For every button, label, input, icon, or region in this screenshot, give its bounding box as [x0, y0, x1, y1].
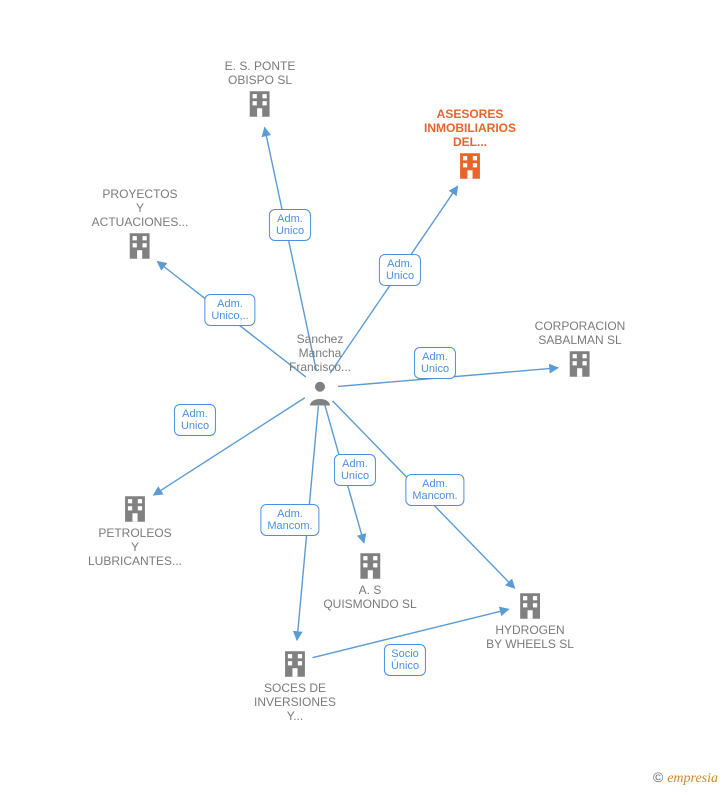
- node-label-person: SanchezManchaFrancisco...: [289, 332, 351, 374]
- node-label-asesores: ASESORESINMOBILIARIOSDEL...: [424, 107, 516, 149]
- node-label-quismondo: A. SQUISMONDO SL: [323, 583, 416, 611]
- node-label-soces: SOCES DEINVERSIONESY...: [254, 681, 336, 723]
- node-proyectos[interactable]: PROYECTOSYACTUACIONES...: [92, 187, 189, 263]
- node-corp[interactable]: CORPORACIONSABALMAN SL: [535, 319, 626, 381]
- building-icon: [225, 87, 296, 121]
- node-label-proyectos: PROYECTOSYACTUACIONES...: [92, 187, 189, 229]
- edge-label-person-soces[interactable]: Adm.Mancom.: [260, 504, 319, 536]
- edge-label-person-corp[interactable]: Adm.Unico: [414, 347, 456, 379]
- node-petroleos[interactable]: PETROLEOSYLUBRICANTES...: [88, 492, 182, 568]
- node-ponte[interactable]: E. S. PONTEOBISPO SL: [225, 59, 296, 121]
- person-icon: [289, 378, 351, 408]
- copyright-symbol: ©: [653, 769, 663, 785]
- brand-name: empresia: [667, 771, 718, 786]
- edge-label-soces-hydrogen[interactable]: SocioÚnico: [384, 644, 426, 676]
- building-icon: [323, 549, 416, 583]
- edge-label-person-asesores[interactable]: Adm.Unico: [379, 254, 421, 286]
- node-label-ponte: E. S. PONTEOBISPO SL: [225, 59, 296, 87]
- building-icon: [535, 347, 626, 381]
- node-hydrogen[interactable]: HYDROGENBY WHEELS SL: [486, 589, 574, 651]
- node-quismondo[interactable]: A. SQUISMONDO SL: [323, 549, 416, 611]
- building-icon: [486, 589, 574, 623]
- node-label-corp: CORPORACIONSABALMAN SL: [535, 319, 626, 347]
- building-icon: [424, 149, 516, 183]
- node-label-hydrogen: HYDROGENBY WHEELS SL: [486, 623, 574, 651]
- edge-label-person-petroleos[interactable]: Adm.Unico: [174, 404, 216, 436]
- edge-label-person-quismondo[interactable]: Adm.Unico: [334, 454, 376, 486]
- credit: © empresia: [653, 769, 718, 787]
- node-asesores[interactable]: ASESORESINMOBILIARIOSDEL...: [424, 107, 516, 183]
- building-icon: [254, 647, 336, 681]
- building-icon: [88, 492, 182, 526]
- edge-label-person-proyectos[interactable]: Adm.Unico,..: [204, 294, 255, 326]
- edge-label-person-ponte[interactable]: Adm.Unico: [269, 209, 311, 241]
- diagram-canvas: SanchezManchaFrancisco... E. S. PONTEOBI…: [0, 0, 728, 795]
- node-soces[interactable]: SOCES DEINVERSIONESY...: [254, 647, 336, 723]
- building-icon: [92, 229, 189, 263]
- edge-label-person-hydrogen[interactable]: Adm.Mancom.: [405, 474, 464, 506]
- edges-layer: [0, 0, 728, 795]
- center-node-person[interactable]: SanchezManchaFrancisco...: [289, 332, 351, 408]
- node-label-petroleos: PETROLEOSYLUBRICANTES...: [88, 526, 182, 568]
